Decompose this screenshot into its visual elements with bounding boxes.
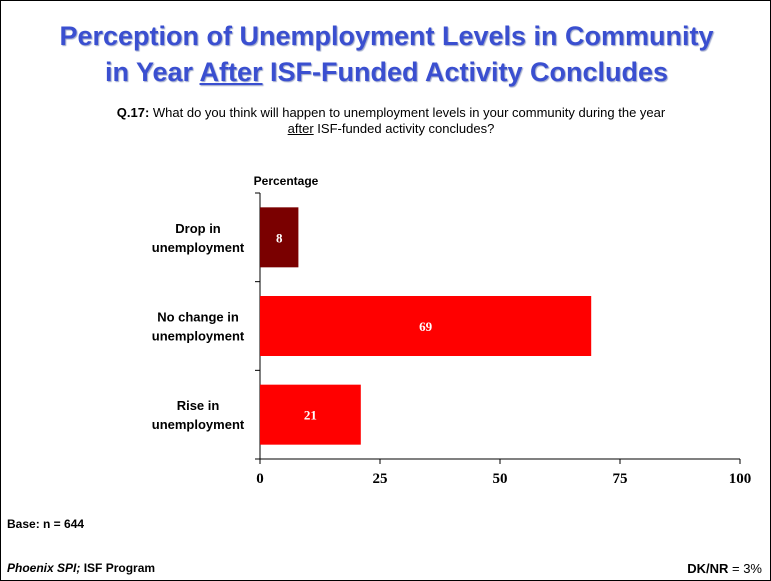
x-axis-title: Percentage — [254, 174, 319, 188]
question-line-2: ISF-funded activity concludes? — [313, 121, 495, 136]
title-line-1: Perception of Unemployment Levels in Com… — [59, 21, 714, 51]
category-label: Drop in — [175, 221, 221, 236]
title-line-2-pre: in Year — [104, 57, 200, 87]
bar-data-label: 8 — [276, 230, 283, 245]
category-label: No change in — [157, 310, 239, 325]
dknr-value: = 3% — [728, 561, 762, 576]
question-after-word: after — [287, 121, 314, 136]
category-label: unemployment — [152, 240, 245, 255]
bar — [260, 207, 299, 268]
question-number: Q.17: — [116, 105, 150, 120]
source-italic: Phoenix SPI; — [7, 561, 81, 575]
bar-data-label: 69 — [419, 319, 433, 334]
value-tick-label: 25 — [373, 471, 388, 487]
question-text: Q.17: What do you think will happen to u… — [31, 105, 751, 137]
value-tick-label: 50 — [493, 471, 508, 487]
bar — [260, 296, 592, 356]
base-note: Base: n = 644 — [7, 517, 85, 531]
value-tick-label: 0 — [256, 471, 264, 487]
bar-data-label: 21 — [304, 408, 317, 423]
dknr-note: DK/NR = 3% — [687, 561, 762, 576]
bar — [260, 384, 361, 445]
source-note: Phoenix SPI; ISF Program — [7, 561, 155, 575]
category-label: Rise in — [177, 398, 220, 413]
category-label: unemployment — [152, 329, 245, 344]
value-tick-label: 100 — [729, 471, 752, 487]
title-after-word: After — [199, 57, 263, 87]
title-line-2-post: ISF-Funded Activity Concludes — [262, 57, 669, 87]
dknr-label: DK/NR — [687, 561, 729, 576]
question-line-1: What do you think will happen to unemplo… — [149, 105, 666, 120]
value-tick-label: 75 — [613, 471, 628, 487]
source-program: ISF Program — [80, 561, 156, 575]
title-line-2: in Year After ISF-Funded Activity Conclu… — [1, 56, 771, 88]
category-label: unemployment — [152, 417, 245, 432]
